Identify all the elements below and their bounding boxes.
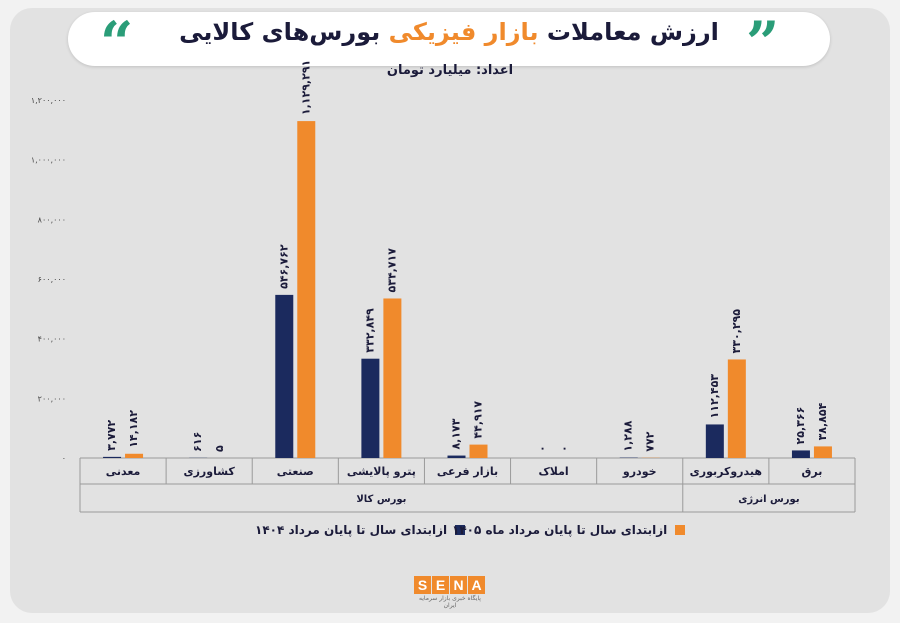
group-label: بورس انرژی bbox=[738, 494, 799, 505]
quote-open-icon: “ bbox=[100, 9, 134, 77]
bar-value-label: ۰ bbox=[558, 445, 571, 452]
bar-value-label: ۵۴۶,۷۶۲ bbox=[277, 244, 290, 289]
chart-title: ارزش معاملات بازار فیزیکی بورس‌های کالای… bbox=[68, 18, 830, 46]
legend-label-series1: ازابتدای سال تا پایان مرداد ۱۴۰۴ bbox=[255, 523, 448, 537]
bar-value-label: ۷۷۲ bbox=[644, 431, 657, 451]
bar-value-label: ۱,۲۸۸ bbox=[622, 420, 635, 451]
category-label: خودرو bbox=[622, 465, 657, 478]
bar-1 bbox=[447, 455, 466, 458]
bar-value-label: ۴۴,۹۱۷ bbox=[472, 401, 485, 439]
bar-value-label: ۶۱۶ bbox=[191, 432, 204, 452]
y-tick-label: ۸۰۰,۰۰۰ bbox=[38, 215, 66, 224]
category-label: بازار فرعی bbox=[437, 465, 498, 478]
bar-2 bbox=[727, 359, 746, 458]
bar-2 bbox=[383, 298, 402, 458]
legend-item-series2: ازابتدای سال تا پایان مرداد ماه ۱۴۰۵ bbox=[452, 518, 686, 542]
bar-value-label: ۳۸,۸۵۴ bbox=[816, 402, 829, 440]
bar-value-label: ۱۱۲,۴۵۳ bbox=[708, 374, 721, 419]
chart-subtitle: اعداد: میلیارد تومان bbox=[386, 63, 514, 78]
legend-swatch-series2 bbox=[675, 525, 686, 535]
bar-value-label: ۳۳۰,۲۹۵ bbox=[730, 309, 743, 354]
legend-label-series2: ازابتدای سال تا پایان مرداد ماه ۱۴۰۵ bbox=[452, 523, 668, 537]
title-bar: ارزش معاملات بازار فیزیکی بورس‌های کالای… bbox=[68, 12, 830, 66]
logo-subtext: پایگاه خبری بازار سرمایه ایران bbox=[419, 595, 481, 609]
bar-2 bbox=[469, 444, 488, 458]
bar-1 bbox=[275, 294, 294, 458]
category-label: برق bbox=[802, 465, 823, 478]
category-label: صنعتی bbox=[277, 465, 314, 478]
category-label: معدنی bbox=[106, 465, 141, 478]
bar-1 bbox=[361, 358, 380, 458]
y-tick-label: ۱,۰۰۰,۰۰۰ bbox=[31, 156, 66, 165]
y-tick-label: ۰ bbox=[62, 454, 66, 463]
bar-value-label: ۸,۱۷۳ bbox=[450, 418, 463, 449]
bar-2 bbox=[297, 121, 316, 458]
bar-value-label: ۵ bbox=[213, 445, 226, 452]
title-part1: ارزش معاملات bbox=[546, 18, 719, 46]
legend-swatch-series1 bbox=[455, 525, 466, 535]
quote-close-icon: ” bbox=[746, 9, 780, 77]
title-part2: بورس‌های کالایی bbox=[179, 18, 381, 46]
y-tick-label: ۶۰۰,۰۰۰ bbox=[38, 275, 66, 284]
bar-1 bbox=[103, 456, 122, 458]
y-tick-label: ۲۰۰,۰۰۰ bbox=[38, 394, 66, 403]
bar-2 bbox=[813, 446, 832, 458]
bar-1 bbox=[705, 424, 724, 458]
group-label: بورس کالا bbox=[356, 494, 406, 505]
y-tick-label: ۱,۲۰۰,۰۰۰ bbox=[31, 96, 66, 105]
legend-item-series1: ازابتدای سال تا پایان مرداد ۱۴۰۴ bbox=[255, 518, 466, 542]
bar-value-label: ۱,۱۲۹,۲۹۱ bbox=[299, 60, 312, 115]
bar-value-label: ۵۳۴,۷۱۷ bbox=[385, 248, 398, 293]
bar-value-label: ۱۴,۱۸۲ bbox=[127, 410, 140, 448]
category-label: پترو پالایشی bbox=[347, 465, 416, 478]
y-tick-label: ۴۰۰,۰۰۰ bbox=[38, 335, 66, 344]
bar-value-label: ۰ bbox=[536, 445, 549, 452]
category-label: املاک bbox=[539, 465, 569, 478]
bar-value-label: ۳۳۲,۸۴۹ bbox=[363, 308, 376, 353]
category-label: هیدروکربوری bbox=[690, 465, 762, 478]
title-highlight: بازار فیزیکی bbox=[388, 18, 539, 46]
bar-value-label: ۲۵,۳۶۶ bbox=[794, 407, 807, 445]
bar-1 bbox=[791, 450, 810, 458]
category-label: کشاورزی bbox=[184, 465, 236, 478]
bar-2 bbox=[125, 453, 144, 458]
bar-value-label: ۳,۷۷۲ bbox=[105, 420, 118, 451]
